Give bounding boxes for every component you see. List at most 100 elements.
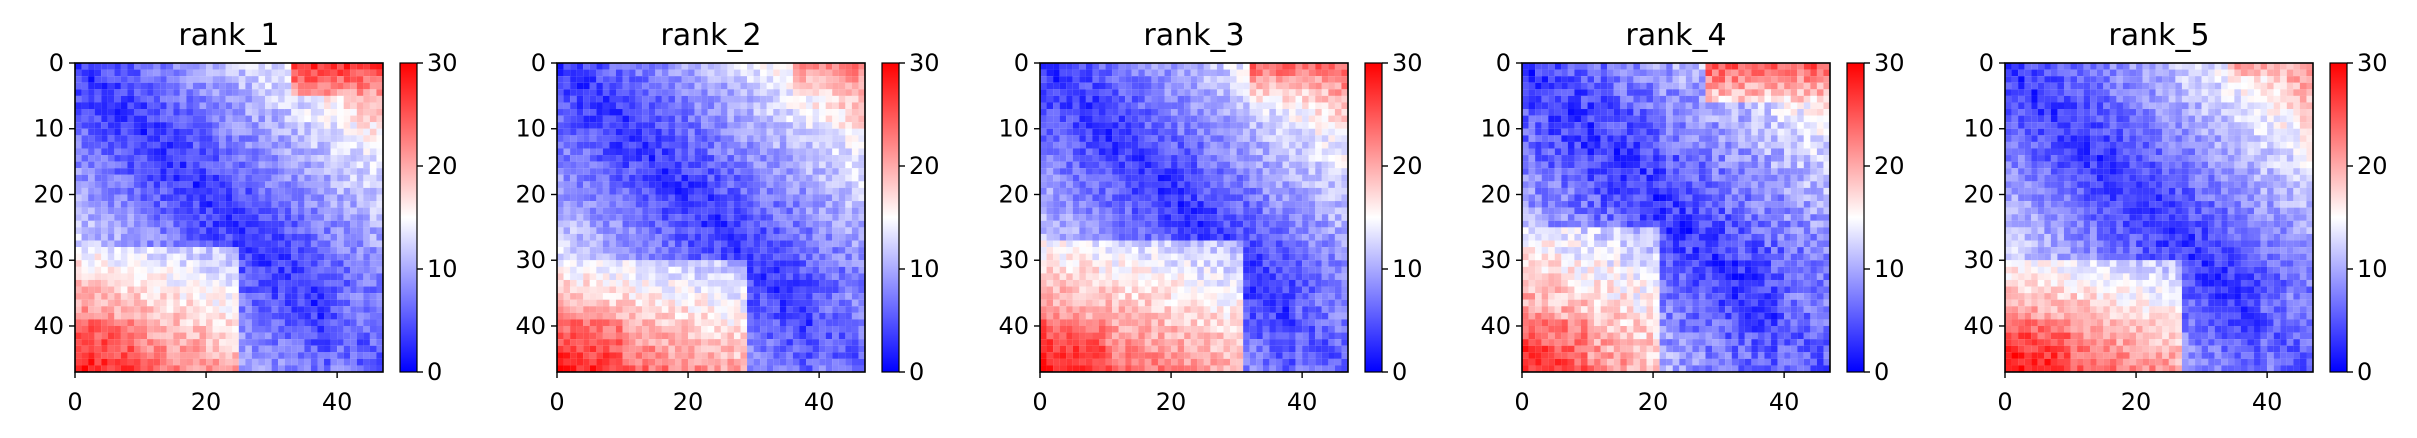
heatmap-cell — [648, 260, 656, 267]
heatmap-cell — [265, 76, 272, 83]
heatmap-cell — [75, 102, 82, 110]
heatmap-cell — [140, 95, 148, 103]
heatmap-cell — [120, 240, 128, 248]
heatmap-cell — [107, 128, 115, 136]
heatmap-cell — [635, 135, 643, 142]
heatmap-cell — [714, 194, 721, 202]
heatmap-cell — [133, 260, 141, 267]
heatmap-cell — [265, 352, 272, 359]
heatmap-cell — [766, 148, 774, 156]
heatmap-cell — [179, 266, 187, 274]
heatmap-cell — [304, 253, 311, 261]
heatmap-cell — [153, 293, 161, 300]
heatmap-cell — [160, 89, 167, 96]
heatmap-cell — [232, 148, 239, 156]
heatmap-cell — [832, 181, 839, 188]
heatmap-cell — [720, 109, 728, 116]
heatmap-cell — [589, 358, 597, 366]
heatmap-cell — [583, 273, 590, 281]
heatmap-cell — [799, 109, 807, 116]
heatmap-cell — [179, 312, 187, 320]
heatmap-cell — [799, 358, 807, 366]
heatmap-cell — [192, 161, 200, 169]
heatmap-cell — [668, 345, 676, 353]
heatmap-cell — [576, 325, 584, 333]
heatmap-cell — [107, 279, 115, 287]
heatmap-cell — [1138, 122, 1145, 129]
heatmap-cell — [94, 201, 102, 208]
heatmap-cell — [258, 286, 266, 294]
heatmap-cell — [727, 174, 734, 182]
heatmap-cell — [166, 63, 174, 70]
heatmap-cell — [806, 299, 813, 307]
heatmap-cell — [147, 109, 154, 116]
heatmap-cell — [694, 69, 702, 77]
heatmap-cell — [310, 279, 318, 287]
heatmap-cell — [75, 260, 82, 267]
heatmap-cell — [642, 260, 649, 267]
heatmap-cell — [845, 273, 852, 281]
heatmap-cell — [812, 233, 820, 241]
heatmap-cell — [291, 201, 298, 208]
heatmap-cell — [747, 82, 754, 90]
heatmap-cell — [192, 220, 200, 228]
heatmap-cell — [733, 128, 741, 136]
heatmap-cell — [727, 306, 734, 313]
heatmap-cell — [166, 299, 174, 307]
heatmap-cell — [661, 273, 669, 281]
heatmap-cell — [166, 174, 174, 182]
heatmap-cell — [674, 181, 682, 188]
heatmap-cell — [81, 247, 89, 254]
heatmap-cell — [635, 69, 643, 77]
heatmap-cell — [310, 358, 318, 366]
heatmap-cell — [786, 312, 793, 320]
heatmap-cell — [720, 286, 728, 294]
heatmap-cell — [615, 174, 623, 182]
heatmap-cell — [635, 174, 643, 182]
heatmap-cell — [304, 365, 311, 373]
heatmap-cell — [576, 299, 584, 307]
heatmap-cell — [1118, 82, 1126, 90]
heatmap-cell — [792, 233, 800, 241]
heatmap-cell — [1321, 115, 1329, 123]
heatmap-cell — [173, 214, 180, 221]
heatmap-cell — [858, 82, 866, 90]
heatmap-cell — [773, 63, 780, 70]
heatmap-cell — [602, 214, 610, 221]
heatmap-cell — [297, 102, 305, 110]
heatmap-cell — [271, 306, 279, 313]
heatmap-cell — [225, 122, 233, 129]
heatmap-cell — [760, 358, 767, 366]
heatmap-cell — [271, 95, 279, 103]
heatmap-cell — [310, 207, 318, 215]
heatmap-cell — [75, 141, 82, 149]
heatmap-cell — [343, 240, 351, 248]
heatmap-cell — [570, 339, 577, 346]
heatmap-cell — [297, 135, 305, 142]
heatmap-cell — [133, 115, 141, 123]
heatmap-cell — [602, 319, 610, 327]
heatmap-cell — [674, 352, 682, 359]
heatmap-cell — [219, 260, 226, 267]
heatmap-cell — [238, 141, 246, 149]
heatmap-cell — [622, 174, 630, 182]
heatmap-cell — [655, 339, 662, 346]
heatmap-cell — [858, 148, 866, 156]
heatmap-cell — [166, 155, 174, 162]
heatmap-cell — [668, 63, 676, 70]
heatmap-cell — [324, 194, 331, 202]
heatmap-cell — [825, 187, 833, 195]
heatmap-cell — [747, 332, 754, 340]
heatmap-cell — [845, 187, 852, 195]
heatmap-cell — [206, 194, 213, 202]
heatmap-cell — [1203, 82, 1211, 90]
heatmap-cell — [265, 273, 272, 281]
heatmap-cell — [576, 286, 584, 294]
heatmap-cell — [806, 286, 813, 294]
heatmap-cell — [688, 260, 695, 267]
heatmap-cell — [701, 95, 708, 103]
heatmap-cell — [1269, 122, 1276, 129]
heatmap-cell — [766, 109, 774, 116]
heatmap-cell — [1223, 82, 1231, 90]
heatmap-cell — [596, 299, 603, 307]
